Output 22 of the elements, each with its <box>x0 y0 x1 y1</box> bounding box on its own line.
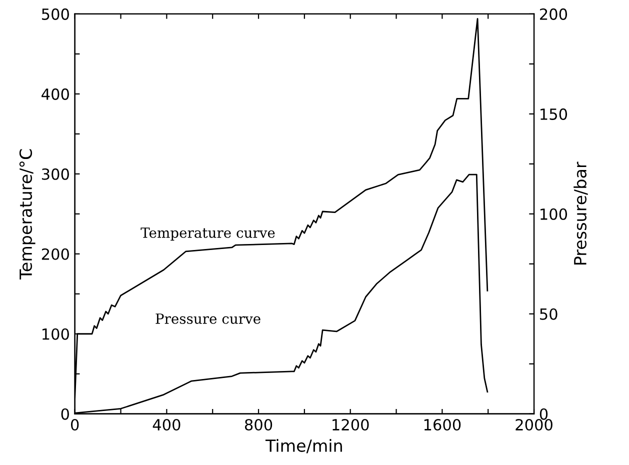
x-axis-title: Time/min <box>265 439 342 454</box>
y-axis-title: Temperature/°C <box>19 149 36 280</box>
x-tick-label: 1200 <box>332 418 369 431</box>
y2-axis-title: Pressure/bar <box>574 162 588 264</box>
annotation: Temperature curve <box>140 228 275 241</box>
y-tick-label: 400 <box>42 88 69 100</box>
x-tick-label: 400 <box>152 418 180 431</box>
y-tick-label: 100 <box>42 328 69 340</box>
y-tick-label: 200 <box>42 248 69 260</box>
x-tick-label: 2000 <box>516 418 552 431</box>
annotation: Pressure curve <box>156 314 260 324</box>
y2-tick-label: 0 <box>540 408 548 420</box>
y2-tick-label: 150 <box>540 108 568 120</box>
y-tick-label: 500 <box>42 8 69 20</box>
y-tick-label: 300 <box>42 168 69 180</box>
y-tick-label: 0 <box>61 408 69 420</box>
x-tick-label: 800 <box>244 418 272 431</box>
x-tick-label: 0 <box>71 418 79 431</box>
y2-tick-label: 100 <box>540 208 568 220</box>
y2-tick-label: 50 <box>540 308 558 320</box>
x-tick-label: 1600 <box>424 418 461 431</box>
y2-tick-label: 200 <box>540 8 568 20</box>
